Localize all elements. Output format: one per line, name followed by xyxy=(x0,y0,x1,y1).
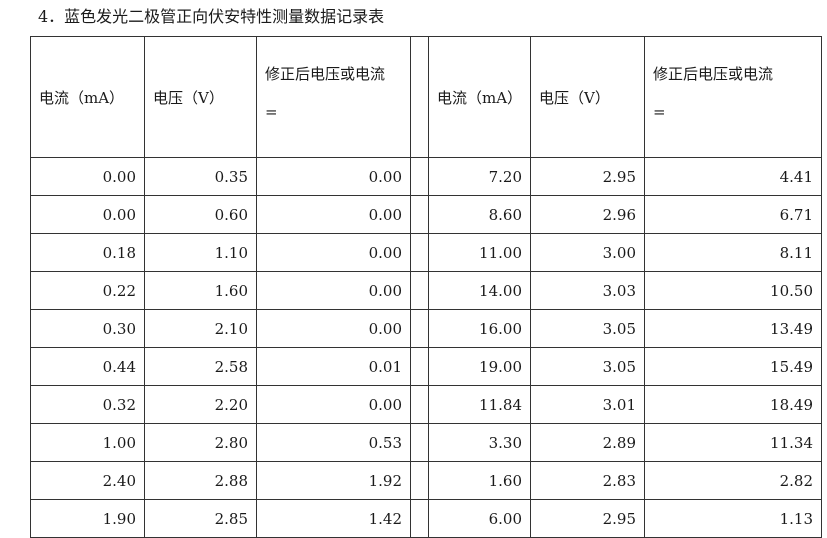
page-title: 4．蓝色发光二极管正向伏安特性测量数据记录表 xyxy=(38,7,385,26)
column-separator xyxy=(410,423,429,462)
cell-voltage-right: 3.05 xyxy=(530,309,645,348)
column-separator xyxy=(410,36,429,158)
column-separator xyxy=(410,461,429,500)
column-separator xyxy=(410,309,429,348)
header-corrected-equals: = xyxy=(265,103,278,121)
cell-corrected-right: 15.49 xyxy=(644,347,822,386)
cell-current-right: 3.30 xyxy=(428,423,531,462)
cell-voltage-right: 3.01 xyxy=(530,385,645,424)
cell-corrected-right: 13.49 xyxy=(644,309,822,348)
cell-voltage-left: 1.10 xyxy=(144,233,257,272)
column-separator xyxy=(410,347,429,386)
cell-current-left: 0.44 xyxy=(30,347,145,386)
cell-current-right: 14.00 xyxy=(428,271,531,310)
cell-corrected-left: 0.01 xyxy=(256,347,411,386)
cell-corrected-right: 6.71 xyxy=(644,195,822,234)
table-row: 0.00 0.35 0.00 7.20 2.95 4.41 xyxy=(30,157,822,196)
cell-corrected-left: 0.53 xyxy=(256,423,411,462)
cell-current-left: 0.30 xyxy=(30,309,145,348)
cell-corrected-left: 0.00 xyxy=(256,309,411,348)
column-separator xyxy=(410,195,429,234)
cell-current-left: 0.22 xyxy=(30,271,145,310)
cell-current-right: 19.00 xyxy=(428,347,531,386)
cell-corrected-left: 0.00 xyxy=(256,385,411,424)
cell-voltage-left: 2.80 xyxy=(144,423,257,462)
header-row: 电流（mA） 电压（V） 修正后电压或电流 = 电流（mA） 电压（V） 修正后… xyxy=(30,36,822,158)
table-row: 2.40 2.88 1.92 1.60 2.83 2.82 xyxy=(30,461,822,500)
column-separator xyxy=(410,157,429,196)
cell-voltage-left: 2.20 xyxy=(144,385,257,424)
cell-voltage-right: 2.89 xyxy=(530,423,645,462)
table-row: 1.00 2.80 0.53 3.30 2.89 11.34 xyxy=(30,423,822,462)
cell-corrected-right: 2.82 xyxy=(644,461,822,500)
cell-voltage-right: 3.05 xyxy=(530,347,645,386)
cell-corrected-right: 11.34 xyxy=(644,423,822,462)
cell-voltage-right: 2.83 xyxy=(530,461,645,500)
table-row: 0.00 0.60 0.00 8.60 2.96 6.71 xyxy=(30,195,822,234)
cell-current-right: 11.84 xyxy=(428,385,531,424)
table-row: 0.44 2.58 0.01 19.00 3.05 15.49 xyxy=(30,347,822,386)
cell-current-left: 0.00 xyxy=(30,195,145,234)
header-voltage-left: 电压（V） xyxy=(144,36,257,158)
header-corrected-equals: = xyxy=(653,103,666,121)
cell-corrected-left: 0.00 xyxy=(256,233,411,272)
column-separator xyxy=(410,385,429,424)
table-row: 0.22 1.60 0.00 14.00 3.03 10.50 xyxy=(30,271,822,310)
cell-corrected-right: 18.49 xyxy=(644,385,822,424)
cell-voltage-left: 1.60 xyxy=(144,271,257,310)
cell-voltage-right: 3.03 xyxy=(530,271,645,310)
cell-voltage-left: 2.10 xyxy=(144,309,257,348)
cell-current-right: 8.60 xyxy=(428,195,531,234)
cell-current-right: 1.60 xyxy=(428,461,531,500)
table-row: 1.90 2.85 1.42 6.00 2.95 1.13 xyxy=(30,499,822,538)
measurement-table: 电流（mA） 电压（V） 修正后电压或电流 = 电流（mA） 电压（V） 修正后… xyxy=(30,36,822,538)
cell-voltage-left: 0.60 xyxy=(144,195,257,234)
cell-voltage-left: 0.35 xyxy=(144,157,257,196)
cell-voltage-left: 2.85 xyxy=(144,499,257,538)
cell-corrected-right: 4.41 xyxy=(644,157,822,196)
header-corrected-right: 修正后电压或电流 = xyxy=(644,36,822,158)
cell-current-right: 6.00 xyxy=(428,499,531,538)
cell-corrected-right: 10.50 xyxy=(644,271,822,310)
header-voltage-right: 电压（V） xyxy=(530,36,645,158)
cell-corrected-left: 0.00 xyxy=(256,157,411,196)
cell-corrected-left: 0.00 xyxy=(256,271,411,310)
cell-current-left: 0.18 xyxy=(30,233,145,272)
cell-corrected-right: 8.11 xyxy=(644,233,822,272)
header-corrected-label: 修正后电压或电流 xyxy=(265,65,386,83)
cell-current-left: 0.00 xyxy=(30,157,145,196)
header-corrected-left: 修正后电压或电流 = xyxy=(256,36,411,158)
cell-current-left: 1.00 xyxy=(30,423,145,462)
cell-current-left: 1.90 xyxy=(30,499,145,538)
cell-current-left: 2.40 xyxy=(30,461,145,500)
table-row: 0.32 2.20 0.00 11.84 3.01 18.49 xyxy=(30,385,822,424)
cell-current-left: 0.32 xyxy=(30,385,145,424)
header-corrected-label: 修正后电压或电流 xyxy=(653,65,774,83)
cell-voltage-right: 2.95 xyxy=(530,157,645,196)
cell-corrected-right: 1.13 xyxy=(644,499,822,538)
header-current-left: 电流（mA） xyxy=(30,36,145,158)
cell-corrected-left: 1.92 xyxy=(256,461,411,500)
table-row: 0.30 2.10 0.00 16.00 3.05 13.49 xyxy=(30,309,822,348)
column-separator xyxy=(410,271,429,310)
cell-voltage-right: 3.00 xyxy=(530,233,645,272)
column-separator xyxy=(410,499,429,538)
cell-voltage-right: 2.95 xyxy=(530,499,645,538)
cell-corrected-left: 0.00 xyxy=(256,195,411,234)
cell-current-right: 16.00 xyxy=(428,309,531,348)
cell-current-right: 7.20 xyxy=(428,157,531,196)
table-row: 0.18 1.10 0.00 11.00 3.00 8.11 xyxy=(30,233,822,272)
header-current-right: 电流（mA） xyxy=(428,36,531,158)
cell-corrected-left: 1.42 xyxy=(256,499,411,538)
cell-voltage-right: 2.96 xyxy=(530,195,645,234)
cell-current-right: 11.00 xyxy=(428,233,531,272)
cell-voltage-left: 2.88 xyxy=(144,461,257,500)
cell-voltage-left: 2.58 xyxy=(144,347,257,386)
column-separator xyxy=(410,233,429,272)
